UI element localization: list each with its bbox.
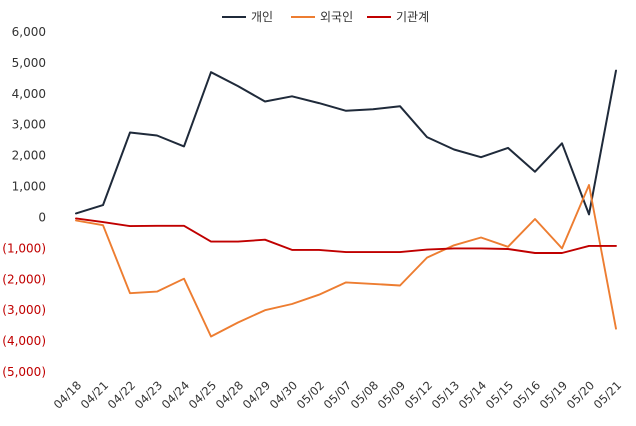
legend: 개인 외국인 기관계 xyxy=(222,10,429,24)
y-tick-label: (2,000) xyxy=(2,272,46,286)
x-tick-label: 04/24 xyxy=(159,378,192,411)
y-tick-label: (4,000) xyxy=(2,334,46,348)
series-line-1 xyxy=(75,69,617,216)
y-axis: 6,000 5,000 4,000 3,000 2,000 1,000 0 (1,000) (2… xyxy=(2,25,46,379)
x-tick-label: 04/29 xyxy=(240,378,273,411)
x-tick-label: 05/07 xyxy=(321,378,354,411)
x-axis: 04/1804/2104/2204/2304/2404/2504/2804/29… xyxy=(51,378,624,411)
series-layer xyxy=(75,69,617,338)
y-tick-label: 3,000 xyxy=(12,118,46,132)
legend-label: 기관계 xyxy=(396,10,429,24)
plot-area xyxy=(62,32,632,372)
x-tick-label: 04/28 xyxy=(213,378,246,411)
y-tick-label: (5,000) xyxy=(2,365,46,379)
y-tick-label: 6,000 xyxy=(12,25,46,39)
y-tick-label: (1,000) xyxy=(2,241,46,255)
series-line-2 xyxy=(75,184,617,338)
y-tick-label: 5,000 xyxy=(12,56,46,70)
x-tick-label: 05/16 xyxy=(510,378,543,411)
x-tick-label: 05/12 xyxy=(402,378,435,411)
y-tick-label: 0 xyxy=(38,210,46,224)
x-tick-label: 05/08 xyxy=(348,378,381,411)
x-tick-label: 05/15 xyxy=(483,378,516,411)
y-tick-label: 1,000 xyxy=(12,180,46,194)
x-tick-label: 04/22 xyxy=(105,378,138,411)
x-tick-label: 04/25 xyxy=(186,378,219,411)
legend-label: 외국인 xyxy=(320,10,353,24)
x-tick-label: 04/21 xyxy=(78,378,111,411)
x-tick-label: 04/30 xyxy=(267,378,300,411)
y-tick-label: (3,000) xyxy=(2,303,46,317)
x-tick-label: 05/14 xyxy=(456,378,489,411)
x-tick-label: 04/23 xyxy=(132,378,165,411)
x-tick-label: 05/19 xyxy=(537,378,570,411)
legend-label: 개인 xyxy=(251,10,273,24)
series-line-3 xyxy=(75,217,617,254)
y-tick-label: 2,000 xyxy=(12,149,46,163)
x-tick-label: 05/09 xyxy=(375,378,408,411)
x-tick-label: 05/02 xyxy=(294,378,327,411)
x-tick-label: 05/20 xyxy=(564,378,597,411)
x-tick-label: 05/21 xyxy=(591,378,624,411)
x-tick-label: 04/18 xyxy=(51,378,84,411)
x-tick-label: 05/13 xyxy=(429,378,462,411)
y-tick-label: 4,000 xyxy=(12,87,46,101)
